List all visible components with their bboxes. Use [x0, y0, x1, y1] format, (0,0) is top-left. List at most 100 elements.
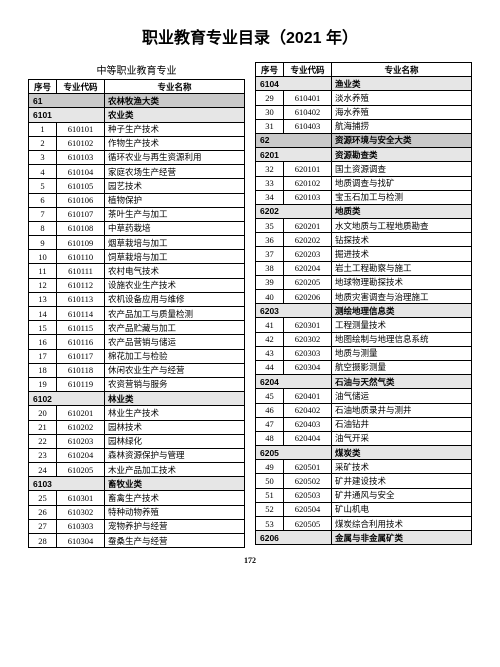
cell-name: 烟草栽培与加工	[105, 236, 245, 250]
table-row: 1610101种子生产技术	[29, 122, 245, 136]
category-name: 农林牧渔大类	[105, 94, 245, 108]
cell-seq: 31	[256, 119, 284, 133]
cell-seq: 47	[256, 417, 284, 431]
category-name: 资源勘查类	[332, 148, 472, 162]
cell-name: 园林绿化	[105, 434, 245, 448]
table-row: 52620504矿山机电	[256, 502, 472, 516]
cell-code: 620102	[284, 176, 332, 190]
cell-name: 航空摄影测量	[332, 360, 472, 374]
cell-code: 610105	[57, 179, 105, 193]
cell-code: 620401	[284, 389, 332, 403]
cell-code: 610111	[57, 264, 105, 278]
cell-name: 地质与测量	[332, 346, 472, 360]
table-row: 39620205地球物理勘探技术	[256, 275, 472, 289]
table-row: 23610204森林资源保护与管理	[29, 448, 245, 462]
cell-seq: 9	[29, 236, 57, 250]
cell-code: 620202	[284, 233, 332, 247]
cell-name: 油气开采	[332, 431, 472, 445]
cell-name: 饲草栽培与加工	[105, 250, 245, 264]
category-code: 6103	[29, 477, 105, 491]
table-row: 22610203园林绿化	[29, 434, 245, 448]
cell-code: 610303	[57, 519, 105, 533]
cell-name: 特种动物养殖	[105, 505, 245, 519]
th-seq: 序号	[29, 80, 57, 94]
category-code: 6204	[256, 375, 332, 389]
cell-name: 工程测量技术	[332, 318, 472, 332]
category-name: 渔业类	[332, 77, 472, 91]
cell-code: 610119	[57, 377, 105, 391]
cell-code: 610201	[57, 406, 105, 420]
category-name: 石油与天然气类	[332, 375, 472, 389]
cell-seq: 30	[256, 105, 284, 119]
cell-seq: 10	[29, 250, 57, 264]
cell-name: 蚕桑生产与经营	[105, 534, 245, 548]
cell-seq: 28	[29, 534, 57, 548]
cell-code: 610304	[57, 534, 105, 548]
category-name: 林业类	[105, 392, 245, 406]
table-row: 6103畜牧业类	[29, 477, 245, 491]
table-row: 9610109烟草栽培与加工	[29, 236, 245, 250]
table-row: 45620401油气储运	[256, 389, 472, 403]
cell-code: 610301	[57, 491, 105, 505]
cell-name: 中草药栽培	[105, 221, 245, 235]
table-row: 62资源环境与安全大类	[256, 133, 472, 147]
cell-seq: 7	[29, 207, 57, 221]
table-row: 36620202钻探技术	[256, 233, 472, 247]
category-code: 6201	[256, 148, 332, 162]
cell-seq: 32	[256, 162, 284, 176]
cell-seq: 4	[29, 165, 57, 179]
cell-code: 610116	[57, 335, 105, 349]
cell-name: 木业产品加工技术	[105, 463, 245, 477]
cell-code: 610118	[57, 363, 105, 377]
cell-code: 610205	[57, 463, 105, 477]
table-row: 28610304蚕桑生产与经营	[29, 534, 245, 548]
cell-name: 休闲农业生产与经营	[105, 363, 245, 377]
right-column: 序号 专业代码 专业名称 6104渔业类29610401淡水养殖30610402…	[255, 62, 472, 548]
cell-seq: 23	[29, 448, 57, 462]
cell-name: 石油钻井	[332, 417, 472, 431]
cell-seq: 1	[29, 122, 57, 136]
cell-seq: 18	[29, 363, 57, 377]
left-column: 中等职业教育专业 序号 专业代码 专业名称 61农林牧渔大类6101农业类161…	[28, 62, 245, 548]
cell-name: 园艺技术	[105, 179, 245, 193]
cell-seq: 16	[29, 335, 57, 349]
table-row: 35620201水文地质与工程地质勘查	[256, 219, 472, 233]
page-number: 172	[28, 556, 472, 565]
table-row: 6102林业类	[29, 392, 245, 406]
cell-code: 620201	[284, 219, 332, 233]
cell-seq: 13	[29, 292, 57, 306]
cell-code: 610106	[57, 193, 105, 207]
table-row: 6203测绘地理信息类	[256, 304, 472, 318]
cell-seq: 35	[256, 219, 284, 233]
cell-name: 农产品营销与储运	[105, 335, 245, 349]
category-code: 6203	[256, 304, 332, 318]
table-row: 2610102作物生产技术	[29, 136, 245, 150]
cell-seq: 12	[29, 278, 57, 292]
table-row: 6104渔业类	[256, 77, 472, 91]
table-row: 16610116农产品营销与储运	[29, 335, 245, 349]
table-row: 42620302地图绘制与地理信息系统	[256, 332, 472, 346]
cell-code: 610203	[57, 434, 105, 448]
cell-code: 610109	[57, 236, 105, 250]
cell-code: 610401	[284, 91, 332, 105]
cell-name: 畜禽生产技术	[105, 491, 245, 505]
table-row: 11610111农村电气技术	[29, 264, 245, 278]
cell-seq: 53	[256, 517, 284, 531]
cell-name: 农产品加工与质量检测	[105, 307, 245, 321]
category-code: 6102	[29, 392, 105, 406]
table-row: 27610303宠物养护与经营	[29, 519, 245, 533]
cell-code: 610103	[57, 150, 105, 164]
cell-code: 620503	[284, 488, 332, 502]
table-row: 19610119农资营销与服务	[29, 377, 245, 391]
cell-name: 岩土工程勘察与施工	[332, 261, 472, 275]
table-row: 51620503矿井通风与安全	[256, 488, 472, 502]
cell-code: 610101	[57, 122, 105, 136]
cell-name: 航海捕捞	[332, 119, 472, 133]
category-code: 6101	[29, 108, 105, 122]
table-row: 41620301工程测量技术	[256, 318, 472, 332]
table-row: 38620204岩土工程勘察与施工	[256, 261, 472, 275]
cell-code: 620204	[284, 261, 332, 275]
cell-name: 农资营销与服务	[105, 377, 245, 391]
category-name: 地质类	[332, 204, 472, 218]
columns-container: 中等职业教育专业 序号 专业代码 专业名称 61农林牧渔大类6101农业类161…	[28, 62, 472, 548]
